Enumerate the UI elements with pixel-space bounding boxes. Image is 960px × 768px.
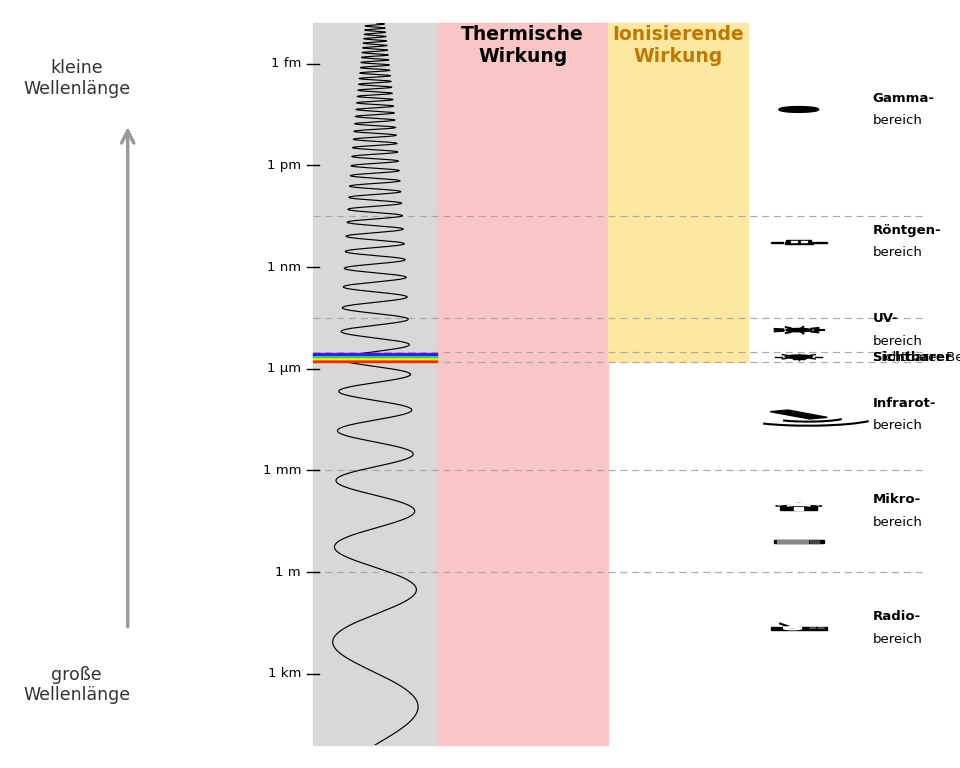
- Wedge shape: [801, 109, 816, 111]
- Text: Ionisierende
Wirkung: Ionisierende Wirkung: [612, 25, 744, 66]
- Bar: [313, 359, 437, 360]
- Bar: [313, 23, 437, 745]
- Text: Sichtbarer: Sichtbarer: [873, 350, 951, 363]
- Text: bereich: bereich: [873, 419, 923, 432]
- Bar: [809, 541, 819, 543]
- Circle shape: [786, 329, 811, 332]
- Text: Infrarot-: Infrarot-: [873, 397, 936, 410]
- Text: 1 km: 1 km: [268, 667, 301, 680]
- Text: bereich: bereich: [873, 516, 923, 529]
- Bar: [784, 242, 813, 244]
- Circle shape: [785, 355, 812, 359]
- Circle shape: [792, 108, 805, 111]
- Text: 1 nm: 1 nm: [267, 260, 301, 273]
- Bar: [437, 23, 609, 745]
- Text: 1 μm: 1 μm: [267, 362, 301, 376]
- Text: Radio-: Radio-: [873, 611, 921, 624]
- Bar: [777, 540, 808, 543]
- Text: bereich: bereich: [873, 247, 923, 260]
- Bar: [313, 355, 437, 356]
- Text: Mikro-: Mikro-: [873, 493, 921, 506]
- Bar: [786, 240, 811, 242]
- Bar: [791, 241, 797, 242]
- Text: 1 m: 1 m: [276, 565, 301, 578]
- Text: Thermische
Wirkung: Thermische Wirkung: [462, 25, 584, 66]
- Text: bereich: bereich: [873, 114, 923, 127]
- Text: bereich: bereich: [873, 633, 923, 646]
- Text: große
Wellenlänge: große Wellenlänge: [23, 666, 131, 704]
- Text: UV-: UV-: [873, 313, 899, 326]
- Bar: [774, 540, 824, 544]
- Bar: [313, 356, 437, 357]
- Polygon shape: [770, 410, 828, 419]
- Bar: [313, 361, 437, 362]
- Text: Gamma-: Gamma-: [873, 92, 935, 104]
- Bar: [771, 627, 827, 630]
- Text: bereich: bereich: [873, 335, 923, 348]
- Text: kleine
Wellenlänge: kleine Wellenlänge: [23, 59, 131, 98]
- Wedge shape: [785, 108, 812, 109]
- Circle shape: [809, 627, 816, 629]
- Bar: [313, 358, 437, 359]
- Text: 1 pm: 1 pm: [267, 159, 301, 172]
- Polygon shape: [776, 503, 822, 506]
- Text: Sichtbarer Bereich: Sichtbarer Bereich: [873, 350, 960, 363]
- Bar: [609, 23, 748, 362]
- Bar: [313, 353, 437, 354]
- Bar: [801, 241, 806, 242]
- Text: Röntgen-: Röntgen-: [873, 224, 941, 237]
- Bar: [313, 354, 437, 355]
- Bar: [780, 506, 817, 510]
- Text: 1 fm: 1 fm: [271, 57, 301, 70]
- Wedge shape: [781, 109, 797, 111]
- Bar: [794, 508, 804, 510]
- Bar: [313, 357, 437, 358]
- Text: 1 mm: 1 mm: [263, 464, 301, 477]
- Bar: [313, 360, 437, 361]
- Circle shape: [818, 627, 825, 629]
